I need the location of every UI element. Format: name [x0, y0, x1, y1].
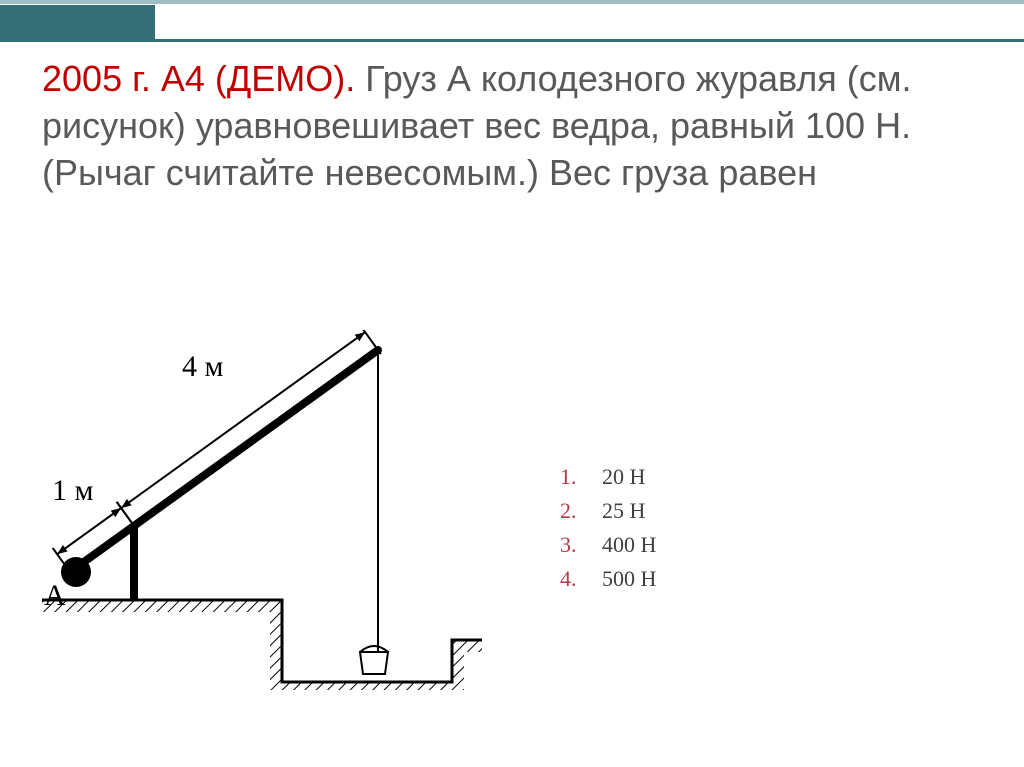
svg-text:А: А: [44, 579, 66, 612]
answer-option: 2.25 Н: [560, 494, 860, 528]
top-band: [0, 0, 1024, 42]
answer-option: 1.20 Н: [560, 460, 860, 494]
diagram: А 1 м 4 м: [42, 330, 482, 690]
title-segment: 2005 г. А4 (ДЕМО).: [42, 58, 365, 99]
lever-svg: А 1 м 4 м: [42, 330, 482, 690]
answer-option: 3.400 Н: [560, 528, 860, 562]
slide: 2005 г. А4 (ДЕМО). Груз А колодезного жу…: [0, 0, 1024, 767]
svg-text:1 м: 1 м: [52, 474, 94, 507]
answer-list: 1.20 Н2.25 Н3.400 Н4.500 Н: [560, 460, 860, 596]
title: 2005 г. А4 (ДЕМО). Груз А колодезного жу…: [42, 56, 982, 196]
answer-option: 4.500 Н: [560, 562, 860, 596]
title-segment: (Рычаг считайте невесомым.) Вес груза ра…: [42, 152, 817, 193]
svg-text:4 м: 4 м: [182, 350, 224, 383]
